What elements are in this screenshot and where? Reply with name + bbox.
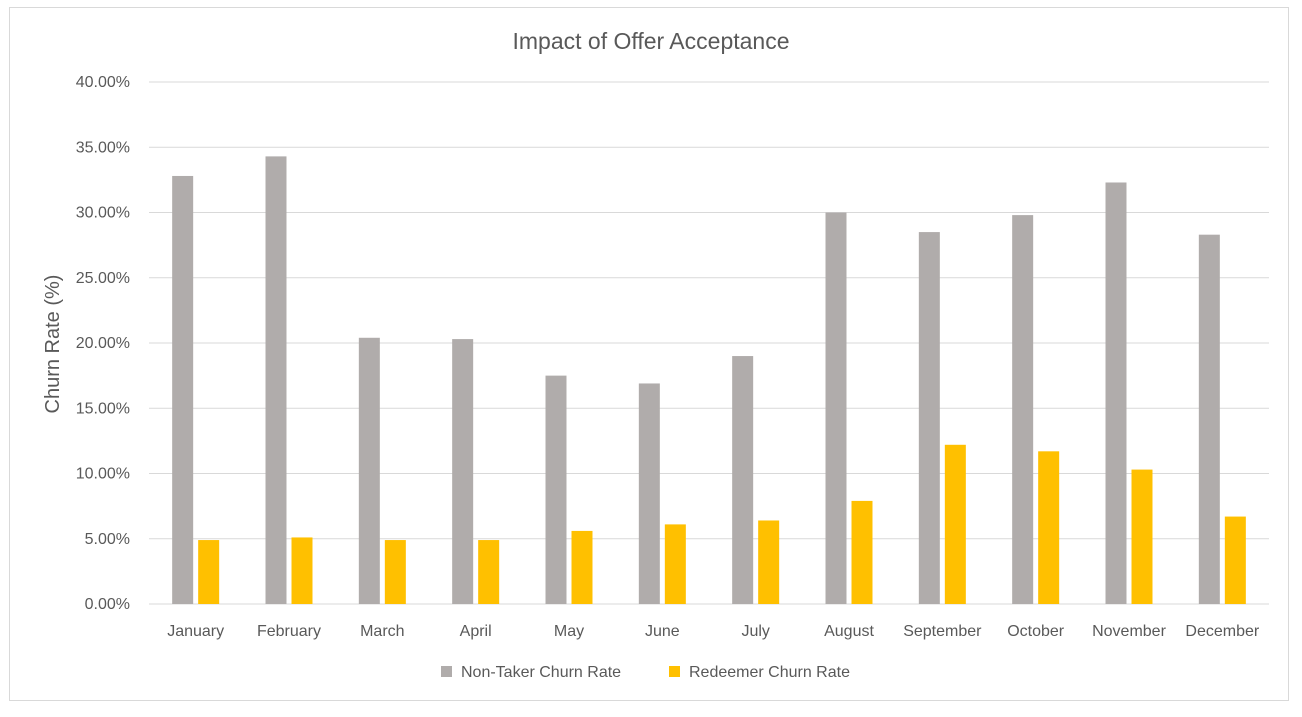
- y-axis-title: Churn Rate (%): [42, 275, 64, 414]
- x-tick-label: April: [460, 623, 492, 640]
- bar-non-taker-april: [452, 339, 474, 604]
- y-tick-label: 30.00%: [76, 205, 130, 222]
- y-axis-ticks: 0.00% 5.00% 10.00% 15.00% 20.00% 25.00% 30.00%…: [76, 74, 130, 613]
- x-tick-label: September: [903, 623, 982, 640]
- legend-swatch: [669, 666, 680, 677]
- x-axis-ticks: January February March April May June July Augu…: [167, 623, 1260, 640]
- x-tick-label: January: [167, 623, 224, 640]
- bar-non-taker-march: [358, 337, 380, 604]
- bar-redeemer-may: [571, 530, 593, 604]
- bar-redeemer-july: [758, 520, 780, 604]
- bar-redeemer-february: [291, 537, 313, 604]
- bar-non-taker-january: [172, 175, 194, 604]
- x-tick-label: August: [824, 623, 874, 640]
- y-tick-label: 40.00%: [76, 74, 130, 91]
- x-tick-label: December: [1185, 623, 1259, 640]
- bar-non-taker-june: [638, 383, 660, 604]
- y-tick-label: 25.00%: [76, 270, 130, 287]
- legend-swatch: [441, 666, 452, 677]
- x-tick-label: May: [554, 623, 584, 640]
- legend-label: Redeemer Churn Rate: [689, 664, 850, 681]
- y-tick-label: 15.00%: [76, 400, 130, 417]
- bar-chart: Impact of Offer Acceptance Churn Rate (%…: [42, 28, 1269, 681]
- bar-non-taker-november: [1105, 182, 1127, 605]
- bar-redeemer-january: [198, 540, 220, 604]
- bar-redeemer-march: [384, 540, 406, 604]
- bar-non-taker-july: [732, 356, 754, 604]
- bar-non-taker-december: [1198, 234, 1220, 604]
- legend: Non-Taker Churn Rate Redeemer Churn Rate: [441, 664, 850, 681]
- y-tick-label: 10.00%: [76, 466, 130, 483]
- legend-label: Non-Taker Churn Rate: [461, 664, 621, 681]
- bar-non-taker-may: [545, 375, 567, 604]
- y-tick-label: 20.00%: [76, 335, 130, 352]
- x-tick-label: June: [645, 623, 680, 640]
- y-tick-label: 5.00%: [85, 531, 130, 548]
- chart-frame: Impact of Offer Acceptance Churn Rate (%…: [9, 7, 1289, 701]
- x-tick-label: February: [257, 623, 321, 640]
- bar-non-taker-october: [1012, 215, 1034, 605]
- y-tick-label: 35.00%: [76, 139, 130, 156]
- legend-item-non-taker: Non-Taker Churn Rate: [441, 664, 621, 681]
- bar-redeemer-november: [1131, 469, 1153, 604]
- bar-non-taker-september: [918, 232, 940, 604]
- x-tick-label: July: [741, 623, 769, 640]
- y-tick-label: 0.00%: [85, 596, 130, 613]
- bar-redeemer-june: [664, 524, 686, 604]
- x-tick-label: November: [1092, 623, 1166, 640]
- bar-non-taker-february: [265, 156, 287, 604]
- x-tick-label: October: [1007, 623, 1065, 640]
- bar-redeemer-october: [1038, 451, 1060, 604]
- bars: [172, 156, 1246, 605]
- bar-redeemer-september: [944, 444, 966, 604]
- chart-title: Impact of Offer Acceptance: [513, 28, 790, 54]
- x-tick-label: March: [360, 623, 404, 640]
- bar-redeemer-august: [851, 500, 873, 604]
- bar-redeemer-december: [1224, 516, 1246, 604]
- gridlines: [149, 81, 1269, 605]
- bar-redeemer-april: [478, 540, 500, 604]
- bar-non-taker-august: [825, 212, 847, 604]
- legend-item-redeemer: Redeemer Churn Rate: [669, 664, 850, 681]
